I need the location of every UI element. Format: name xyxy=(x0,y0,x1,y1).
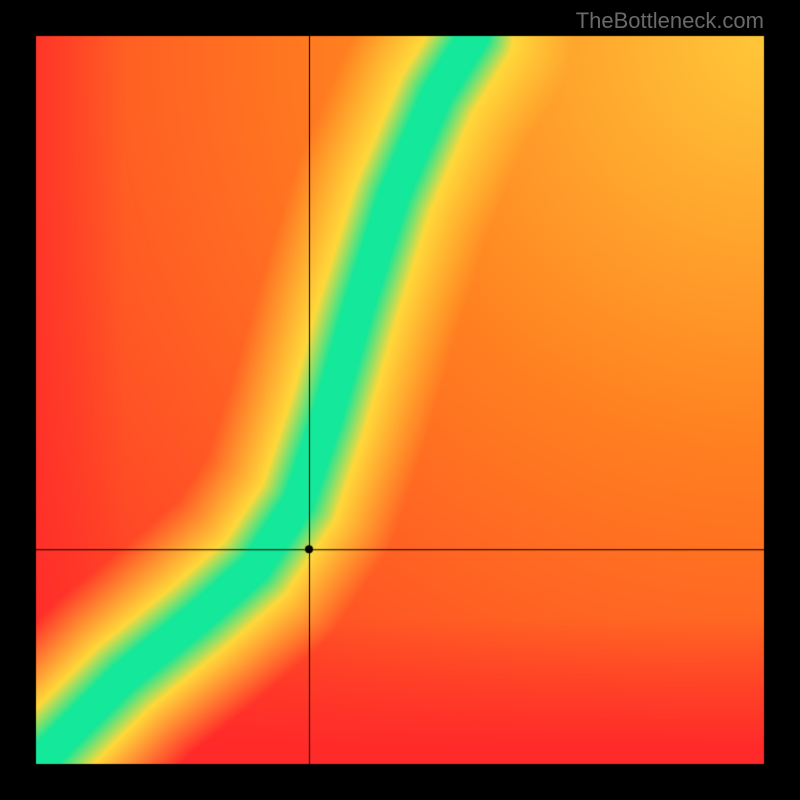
heatmap-canvas xyxy=(0,0,800,800)
chart-container: { "watermark": { "text": "TheBottleneck.… xyxy=(0,0,800,800)
watermark-text: TheBottleneck.com xyxy=(576,8,764,34)
